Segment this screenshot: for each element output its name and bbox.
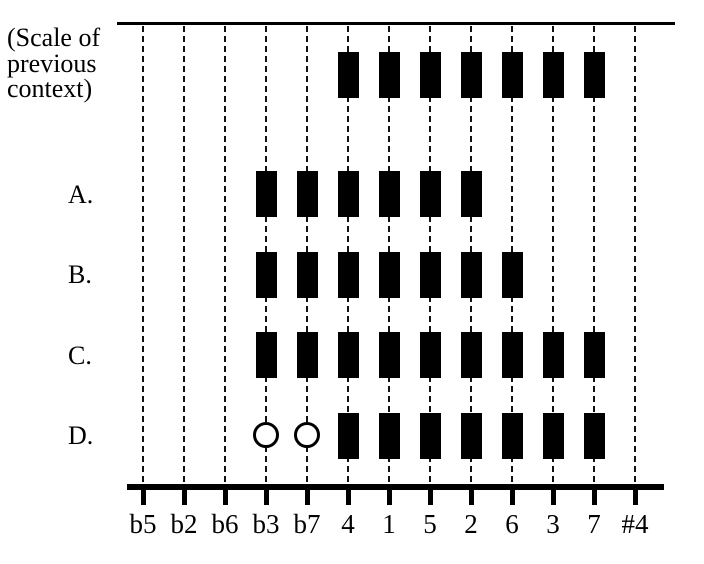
mark-rect <box>337 332 359 378</box>
row-label: C. <box>68 340 92 370</box>
mark-rect <box>460 171 482 217</box>
axis-tick <box>304 484 310 505</box>
axis-tick-label: b2 <box>170 509 198 539</box>
mark-circle <box>252 422 279 448</box>
mark-rect <box>460 251 482 298</box>
mark-rect <box>583 412 605 459</box>
mark-rect <box>255 332 277 378</box>
mark-rect <box>542 412 564 459</box>
axis-tick <box>427 484 433 505</box>
mark-rect <box>255 251 277 298</box>
context-scale-label-line-1: (Scale of <box>7 23 101 52</box>
axis-tick <box>591 484 597 505</box>
mark-rect <box>378 171 400 217</box>
context-scale-label-line-2: previous <box>7 48 97 78</box>
context-scale-label-line-3: context) <box>7 74 93 103</box>
axis-tick <box>222 484 228 505</box>
mark-rect <box>501 251 523 298</box>
mark-rect <box>378 52 400 98</box>
mark-rect <box>501 52 523 98</box>
grid-line <box>183 26 185 484</box>
mark-rect <box>378 412 400 459</box>
mark-rect <box>460 332 482 378</box>
grid-line <box>593 26 595 484</box>
axis-tick-label: b5 <box>129 509 157 539</box>
mark-rect <box>419 412 441 459</box>
mark-rect <box>583 52 605 98</box>
axis-tick <box>386 484 392 505</box>
grid-line <box>142 26 144 484</box>
mark-rect <box>419 251 441 298</box>
mark-rect <box>337 251 359 298</box>
grid-line <box>224 26 226 484</box>
mark-rect <box>337 412 359 459</box>
grid-line <box>634 26 636 484</box>
axis-tick <box>550 484 556 505</box>
mark-rect <box>337 52 359 98</box>
axis-tick-label: 2 <box>464 509 478 539</box>
axis-tick <box>632 484 638 505</box>
mark-rect <box>542 52 564 98</box>
mark-rect <box>296 171 318 217</box>
mark-rect <box>419 332 441 378</box>
axis-tick-label: 4 <box>341 509 355 539</box>
mark-rect <box>337 171 359 217</box>
axis-tick <box>509 484 515 505</box>
axis-tick-label: 6 <box>505 509 519 539</box>
row-label: B. <box>68 260 92 289</box>
axis-tick-label: 1 <box>382 509 396 539</box>
top-rule-line <box>117 22 675 25</box>
grid-line <box>552 26 554 484</box>
axis-tick <box>468 484 474 505</box>
mark-rect <box>296 332 318 378</box>
axis-tick-label: b7 <box>293 509 321 539</box>
axis-tick <box>140 484 146 505</box>
axis-tick-label: 3 <box>546 509 560 539</box>
x-axis-bar <box>127 484 664 490</box>
mark-rect <box>501 332 523 378</box>
mark-circle <box>293 422 320 448</box>
row-label: A. <box>68 179 94 209</box>
mark-rect <box>378 251 400 298</box>
mark-rect <box>378 332 400 378</box>
axis-tick-label: b3 <box>252 509 280 539</box>
mark-rect <box>542 332 564 378</box>
mark-rect <box>501 412 523 459</box>
context-scale-label: (Scale of previous context) <box>7 25 100 102</box>
axis-tick <box>263 484 269 505</box>
axis-tick-label: b6 <box>211 509 239 539</box>
axis-tick-label: 7 <box>587 509 601 539</box>
mark-rect <box>255 171 277 217</box>
axis-tick-label: #4 <box>621 509 649 539</box>
axis-tick <box>181 484 187 505</box>
mark-rect <box>296 251 318 298</box>
row-label: D. <box>68 421 94 450</box>
mark-rect <box>460 52 482 98</box>
mark-rect <box>419 171 441 217</box>
mark-rect <box>460 412 482 459</box>
axis-tick <box>345 484 351 505</box>
mark-rect <box>583 332 605 378</box>
axis-tick-label: 5 <box>423 509 437 539</box>
mark-rect <box>419 52 441 98</box>
